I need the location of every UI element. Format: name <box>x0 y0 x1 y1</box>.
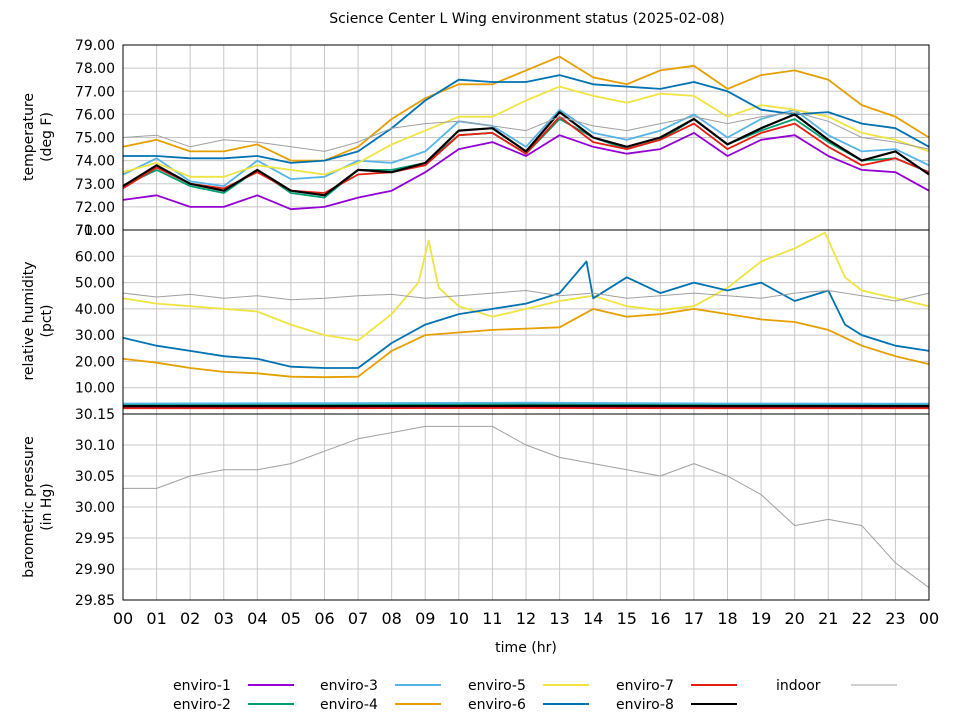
y-tick-label: 74.00 <box>75 154 115 170</box>
series-line-humidity-enviro-2 <box>122 403 929 406</box>
y-tick-label: 70.00 <box>75 223 115 239</box>
y-tick-label: 29.85 <box>75 593 115 609</box>
temperature-ylabel-line2: (deg F) <box>39 112 55 162</box>
pressure-ylabel-line2: (in Hg) <box>39 483 55 531</box>
y-tick-label: 40.00 <box>75 302 115 318</box>
x-tick-label: 14 <box>583 609 603 628</box>
temperature-ylabel-line1: temperature <box>21 93 37 181</box>
x-tick-label: 17 <box>684 609 704 628</box>
grid-layer <box>122 44 930 601</box>
y-tick-label: 20.00 <box>75 354 115 370</box>
series-line-temperature-enviro-8 <box>122 111 930 197</box>
series-line-humidity-enviro-3 <box>122 401 930 405</box>
x-tick-label: 13 <box>549 609 569 628</box>
x-tick-label: 20 <box>784 609 804 628</box>
y-tick-label: 30.00 <box>75 328 115 344</box>
x-axis-label: time (hr) <box>495 640 557 656</box>
series-line-temperature-enviro-1 <box>122 132 930 211</box>
y-tick-label: 78.00 <box>75 61 115 77</box>
y-tick-label: 50.00 <box>75 276 115 292</box>
x-tick-label: 19 <box>751 609 771 628</box>
y-tick-label: 30.10 <box>75 438 115 454</box>
legend-label-enviro-1: enviro-1 <box>173 678 231 694</box>
y-tick-label: 73.00 <box>75 177 115 193</box>
x-tick-label: 05 <box>281 609 301 628</box>
humidity-ylabel-line1: relative humidity <box>21 261 37 380</box>
y-tick-label: 30.05 <box>75 469 115 485</box>
frame-layer <box>122 44 930 601</box>
series-layer <box>122 55 930 589</box>
y-tick-label: 75.00 <box>75 131 115 147</box>
x-tick-label: 04 <box>247 609 267 628</box>
legend-label-enviro-8: enviro-8 <box>616 697 674 713</box>
x-tick-label: 03 <box>214 609 234 628</box>
x-tick-label: 07 <box>348 609 368 628</box>
series-line-humidity-enviro-6 <box>122 260 930 369</box>
x-tick-label: 00 <box>919 609 939 628</box>
y-tick-label: 10.00 <box>75 381 115 397</box>
legend-label-enviro-6: enviro-6 <box>468 697 526 713</box>
series-line-humidity-enviro-5 <box>122 231 930 342</box>
legend-label-enviro-2: enviro-2 <box>173 697 231 713</box>
y-tick-label: 76.00 <box>75 107 115 123</box>
y-tick-label: 77.00 <box>75 84 115 100</box>
chart-title: Science Center L Wing environment status… <box>329 11 725 27</box>
x-tick-label: 12 <box>516 609 536 628</box>
series-line-pressure-indoor <box>123 425 930 589</box>
x-tick-label: 02 <box>180 609 200 628</box>
x-tick-label: 00 <box>113 609 133 628</box>
x-tick-label: 23 <box>885 609 905 628</box>
y-tick-label: 60.00 <box>75 249 115 265</box>
legend-label-enviro-7: enviro-7 <box>616 678 674 694</box>
pressure-ylabel-line1: barometric pressure <box>21 436 37 577</box>
series-line-humidity-indoor <box>122 290 930 302</box>
x-tick-label: 11 <box>482 609 502 628</box>
x-tick-label: 09 <box>415 609 435 628</box>
humidity-ylabel-line2: (pct) <box>39 305 55 338</box>
y-tick-label: 30.15 <box>75 407 115 423</box>
pressure-panel-frame <box>122 413 930 601</box>
tick-layer: 71.00 72.00 73.00 74.00 75.00 76.00 77.00 78.00… <box>75 38 939 628</box>
y-tick-label: 29.90 <box>75 562 115 578</box>
x-tick-label: 21 <box>818 609 838 628</box>
y-tick-label: 71.00 <box>75 223 115 239</box>
x-tick-label: 22 <box>852 609 872 628</box>
y-tick-label: 72.00 <box>75 200 115 216</box>
legend-label-indoor: indoor <box>776 678 821 694</box>
legend-label-enviro-3: enviro-3 <box>320 678 378 694</box>
series-line-temperature-enviro-5 <box>122 85 930 178</box>
x-tick-label: 18 <box>717 609 737 628</box>
x-tick-label: 01 <box>146 609 166 628</box>
x-tick-label: 08 <box>381 609 401 628</box>
x-tick-label: 16 <box>650 609 670 628</box>
x-tick-label: 15 <box>617 609 637 628</box>
y-tick-label: 29.95 <box>75 531 115 547</box>
legend: enviro-1 enviro-2 enviro-3 enviro-4 enviro-5… <box>173 678 897 713</box>
series-line-humidity-enviro-4 <box>122 308 930 379</box>
series-line-temperature-indoor <box>122 111 930 152</box>
x-tick-label: 06 <box>314 609 334 628</box>
y-tick-label: 79.00 <box>75 38 115 54</box>
legend-label-enviro-4: enviro-4 <box>320 697 378 713</box>
y-tick-label: 30.00 <box>75 500 115 516</box>
x-tick-label: 10 <box>449 609 469 628</box>
legend-label-enviro-5: enviro-5 <box>468 678 526 694</box>
series-line-temperature-enviro-4 <box>122 55 930 162</box>
series-line-temperature-enviro-7 <box>122 115 930 194</box>
